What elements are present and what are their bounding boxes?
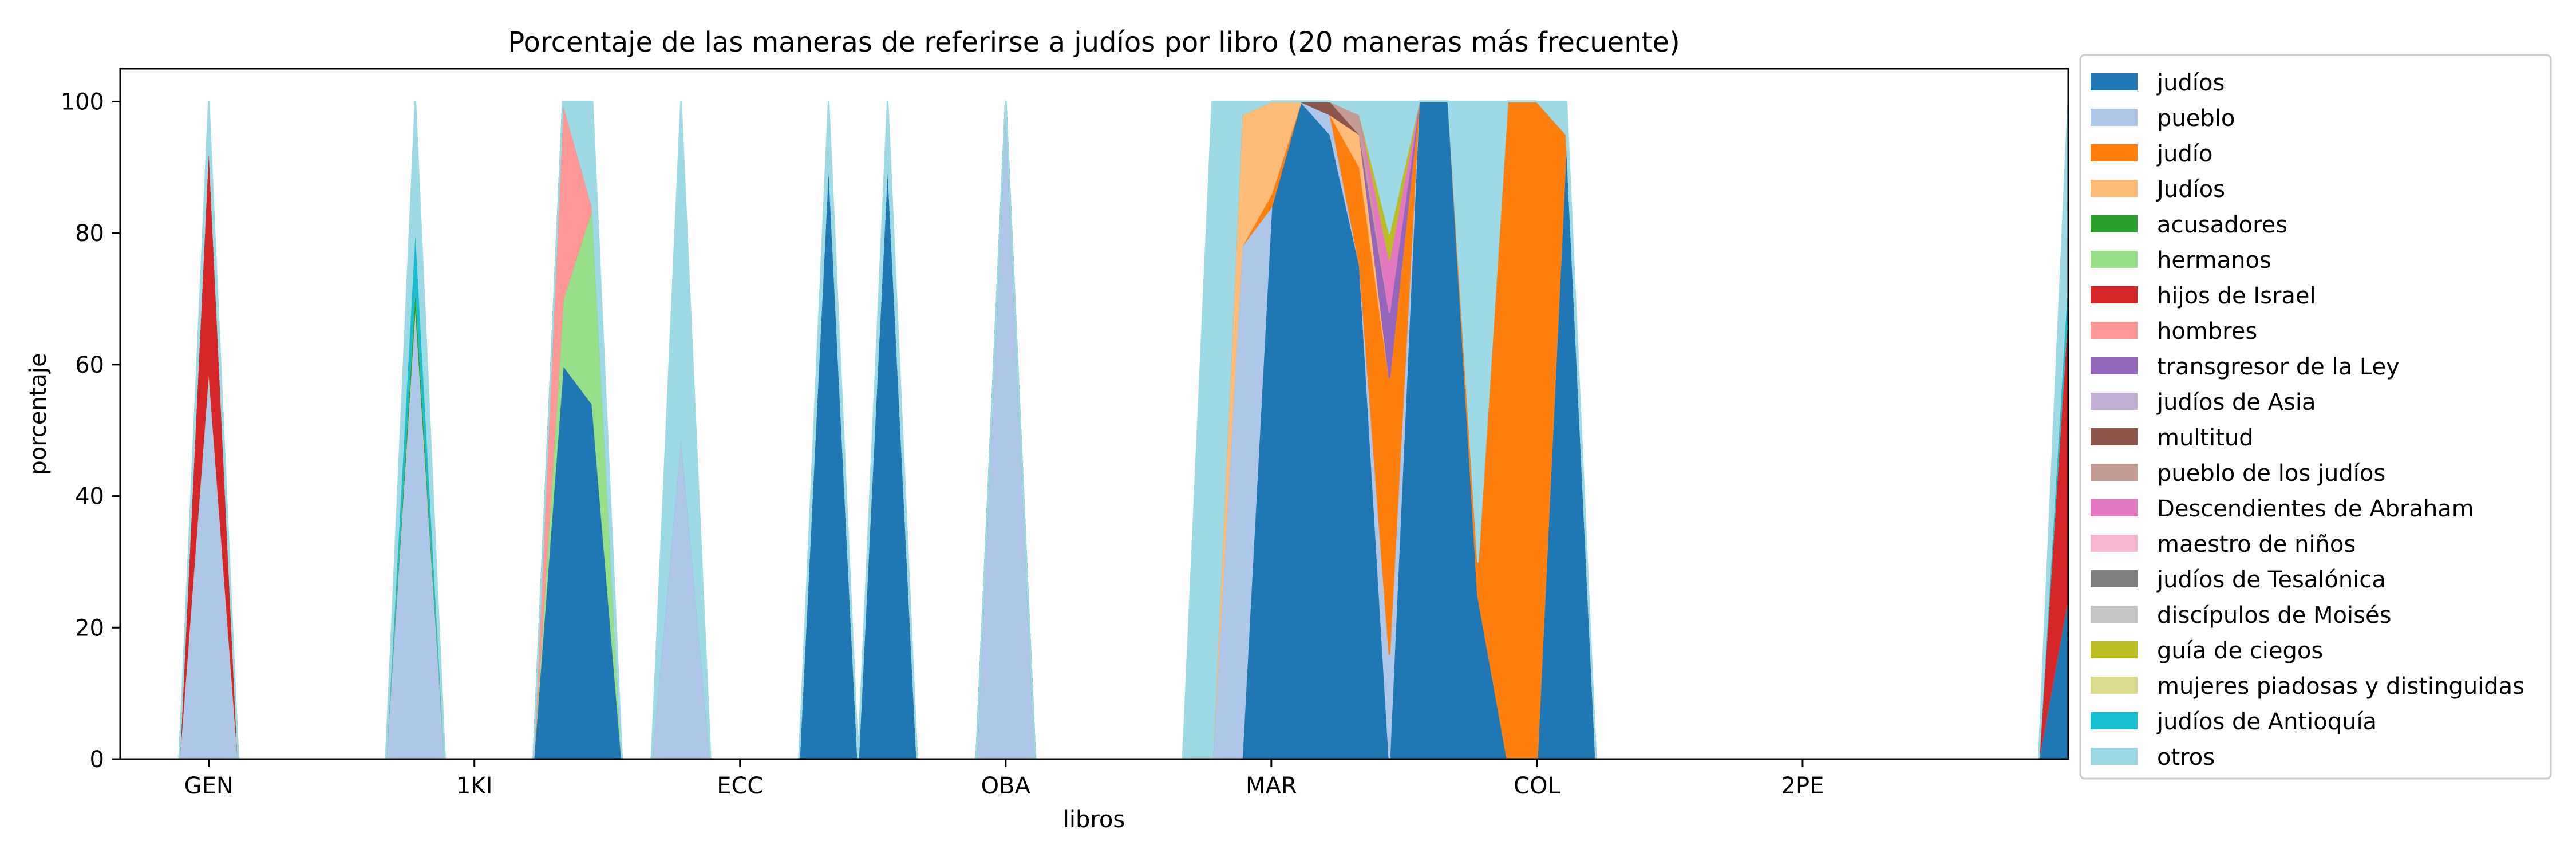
legend-label-judios-de-tesalonica: judíos de Tesalónica (2156, 567, 2386, 593)
legend-swatch-acusadores (2091, 215, 2138, 232)
legend-swatch-hijos-de-israel (2091, 286, 2138, 303)
legend-swatch-judio (2091, 144, 2138, 161)
x-tick-label: MAR (1246, 773, 1297, 799)
legend-label-maestro-de-ninos: maestro de niños (2157, 531, 2356, 558)
legend-label-judios: Judíos (2155, 176, 2225, 203)
legend-swatch-hermanos (2091, 251, 2138, 268)
legend-label-judios-de-asia: judíos de Asia (2156, 389, 2316, 416)
x-tick-label: COL (1514, 773, 1560, 799)
legend-label-descendientes-de-abraham: Descendientes de Abraham (2157, 496, 2474, 522)
chart-title: Porcentaje de las maneras de referirse a… (508, 26, 1680, 58)
legend-swatch-discipulos-de-moises (2091, 606, 2138, 623)
legend-swatch-guia-de-ciegos (2091, 641, 2138, 658)
legend-swatch-pueblo-de-los-judios (2091, 464, 2138, 481)
legend-box (2079, 54, 2552, 780)
legend-label-hijos-de-israel: hijos de Israel (2157, 283, 2316, 309)
legend-swatch-maestro-de-ninos (2091, 535, 2138, 552)
legend-label-judios-de-antioquia: judíos de Antioquía (2156, 709, 2377, 735)
legend-swatch-judios-de-tesalonica (2091, 570, 2138, 587)
legend-swatch-descendientes-de-abraham (2091, 499, 2138, 516)
y-tick-label: 0 (90, 747, 104, 773)
y-tick-label: 60 (75, 352, 104, 378)
legend-label-multitud: multitud (2157, 425, 2254, 451)
x-tick-label: 2PE (1781, 773, 1824, 799)
plot-frame (119, 68, 2069, 760)
y-tick-label: 80 (75, 220, 104, 247)
x-tick-label: 1KI (456, 773, 492, 799)
y-tick-label: 100 (61, 89, 104, 115)
legend-label-transgresor-de-la-ley: transgresor de la Ley (2157, 354, 2400, 380)
legend-swatch-pueblo (2091, 109, 2138, 126)
legend-swatch-judios-de-antioquia (2091, 712, 2138, 729)
legend-label-judios: judíos (2156, 70, 2225, 96)
legend-label-pueblo-de-los-judios: pueblo de los judíos (2157, 460, 2385, 487)
legend-swatch-multitud (2091, 428, 2138, 445)
x-tick-label: GEN (184, 773, 234, 799)
legend-label-guia-de-ciegos: guía de ciegos (2157, 638, 2323, 664)
x-axis-label: libros (1063, 807, 1125, 833)
legend-label-hombres: hombres (2157, 318, 2257, 345)
legend-label-discipulos-de-moises: discípulos de Moisés (2157, 602, 2391, 629)
legend-swatch-hombres (2091, 322, 2138, 339)
legend-label-judio: judío (2156, 141, 2212, 167)
x-tick-label: OBA (981, 773, 1031, 799)
legend-label-mujeres-piadosas-y-distinguidas: mujeres piadosas y distinguidas (2157, 673, 2524, 700)
legend-label-otros: otros (2157, 744, 2215, 771)
y-tick-label: 20 (75, 615, 104, 641)
y-tick-label: 40 (75, 484, 104, 510)
legend-swatch-judios (2091, 73, 2138, 90)
legend-swatch-judios-de-asia (2091, 393, 2138, 410)
legend: judíos pueblo judío Judíos acusadores hermano… (2079, 54, 2552, 780)
legend-label-hermanos: hermanos (2157, 247, 2271, 274)
legend-swatch-judios (2091, 180, 2138, 197)
y-axis-label: porcentaje (25, 353, 52, 475)
legend-label-pueblo: pueblo (2157, 105, 2235, 132)
legend-swatch-transgresor-de-la-ley (2091, 357, 2138, 374)
legend-swatch-otros (2091, 748, 2138, 765)
legend-label-acusadores: acusadores (2157, 212, 2287, 238)
legend-swatch-mujeres-piadosas-y-distinguidas (2091, 677, 2138, 694)
x-tick-label: ECC (717, 773, 763, 799)
